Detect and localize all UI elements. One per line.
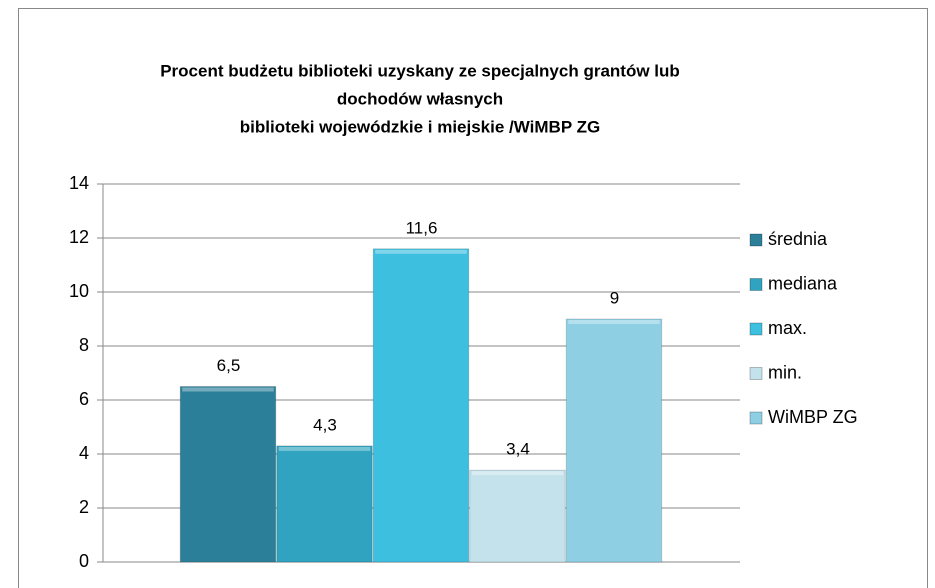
legend-label: WiMBP ZG bbox=[768, 407, 858, 427]
data-label: 4,3 bbox=[313, 415, 337, 434]
y-tick-label: 6 bbox=[79, 389, 89, 409]
bar bbox=[276, 445, 373, 563]
bar bbox=[372, 248, 470, 563]
legend-swatch bbox=[749, 278, 763, 291]
y-tick-label: 10 bbox=[69, 281, 89, 301]
legend-label: max. bbox=[768, 318, 807, 338]
y-tick-label: 14 bbox=[69, 173, 89, 193]
chart-title: biblioteki wojewódzkie i miejskie /WiMBP… bbox=[240, 117, 600, 136]
legend-swatch bbox=[749, 233, 763, 247]
chart-title: dochodów własnych bbox=[337, 89, 503, 108]
legend-swatch bbox=[749, 322, 763, 336]
y-tick-label: 8 bbox=[79, 335, 89, 355]
y-tick-label: 2 bbox=[79, 497, 89, 517]
bar-bevel bbox=[182, 387, 274, 392]
y-tick-label: 4 bbox=[79, 443, 89, 463]
bar-bevel bbox=[568, 320, 660, 324]
legend-label: mediana bbox=[768, 273, 838, 293]
data-label: 3,4 bbox=[506, 440, 530, 459]
data-label: 11,6 bbox=[406, 218, 438, 237]
bar bbox=[565, 318, 663, 563]
bar-bevel bbox=[278, 446, 371, 451]
data-label: 9 bbox=[610, 288, 619, 307]
chart-title: Procent budżetu biblioteki uzyskany ze s… bbox=[160, 61, 680, 80]
y-tick-label: 0 bbox=[79, 551, 89, 571]
data-label: 6,5 bbox=[217, 356, 241, 375]
legend-label: średnia bbox=[768, 229, 828, 249]
bar bbox=[469, 469, 566, 563]
legend-swatch bbox=[749, 367, 763, 380]
bar-bevel bbox=[471, 471, 564, 476]
bar-bevel bbox=[375, 249, 467, 254]
bar bbox=[179, 386, 277, 563]
y-tick-label: 12 bbox=[69, 227, 89, 247]
legend-swatch bbox=[749, 411, 763, 425]
legend-label: min. bbox=[768, 362, 802, 382]
